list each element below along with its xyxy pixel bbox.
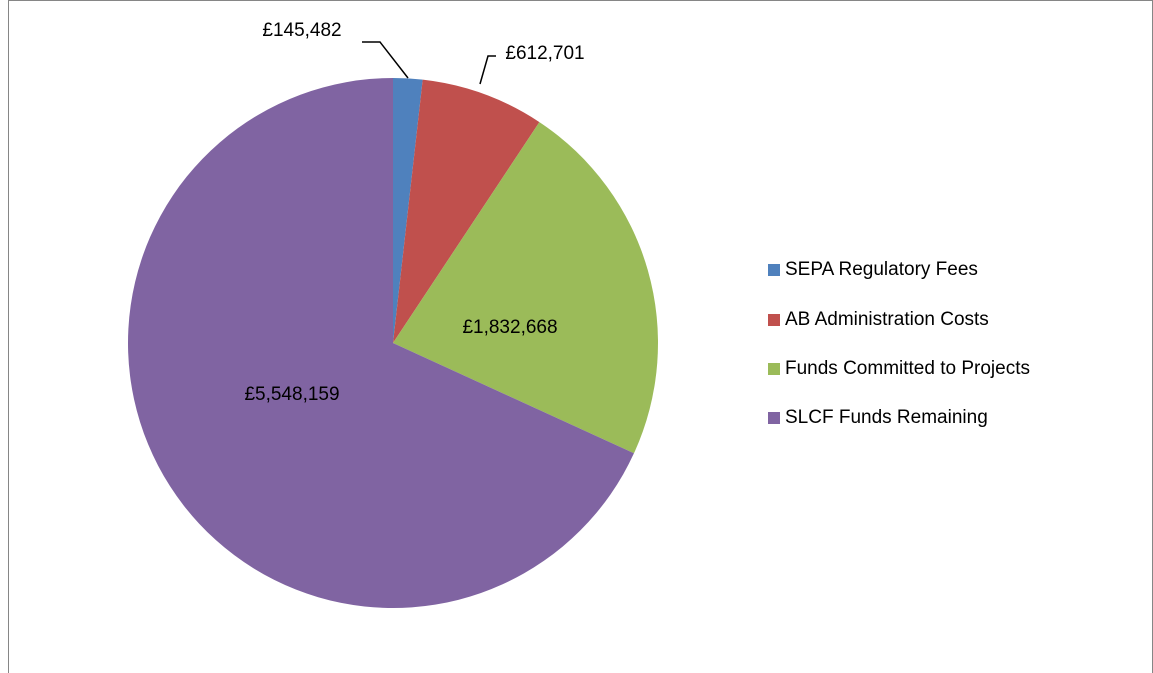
legend-label: AB Administration Costs [785,309,989,330]
legend-label: Funds Committed to Projects [785,358,1030,379]
pie-slice [393,79,540,344]
data-label: £145,482 [262,20,341,41]
legend-swatch [768,363,780,375]
data-label: £1,832,668 [462,317,557,338]
legend-label: SLCF Funds Remaining [785,407,988,428]
legend-swatch [768,412,780,424]
pie-slice [393,78,423,343]
legend-label: SEPA Regulatory Fees [785,259,978,280]
data-label: £5,548,159 [244,384,339,405]
leader-line [362,41,409,79]
leader-line [479,55,496,85]
pie-slice [393,122,659,454]
pie-slice [128,78,634,608]
legend-swatch [768,264,780,276]
legend-swatch [768,314,780,326]
data-label: £612,701 [505,43,584,64]
